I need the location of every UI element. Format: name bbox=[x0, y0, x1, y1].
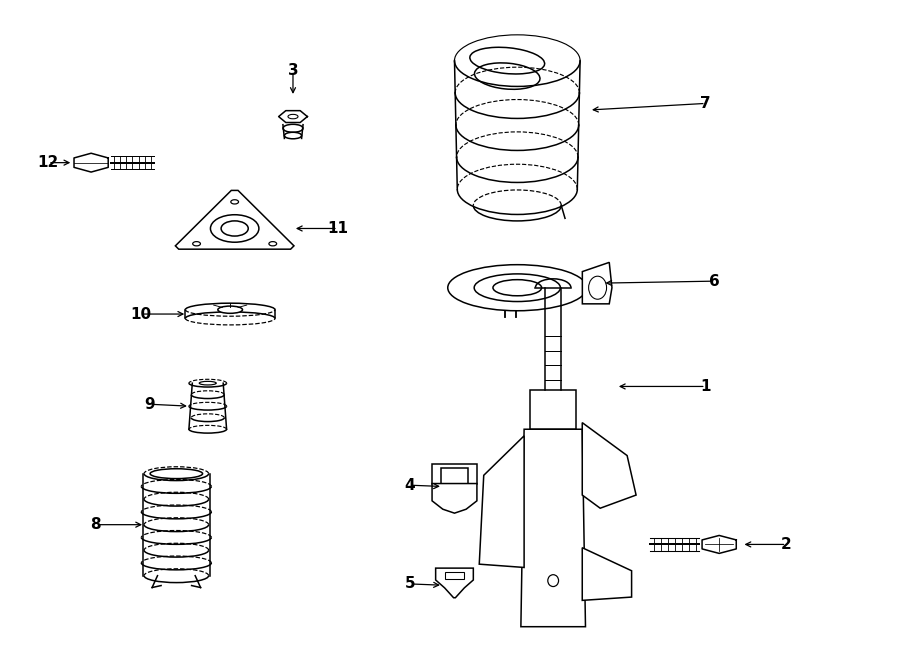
Text: 12: 12 bbox=[38, 155, 58, 170]
Ellipse shape bbox=[193, 242, 201, 246]
Ellipse shape bbox=[221, 221, 248, 236]
Ellipse shape bbox=[283, 124, 303, 132]
Polygon shape bbox=[582, 262, 612, 304]
Ellipse shape bbox=[211, 215, 259, 242]
Text: 3: 3 bbox=[288, 63, 298, 78]
Text: 5: 5 bbox=[404, 576, 415, 592]
Ellipse shape bbox=[548, 574, 559, 586]
Ellipse shape bbox=[218, 306, 242, 313]
Ellipse shape bbox=[474, 274, 561, 301]
Ellipse shape bbox=[448, 264, 587, 311]
Ellipse shape bbox=[230, 200, 238, 204]
Text: 1: 1 bbox=[700, 379, 711, 394]
Polygon shape bbox=[582, 422, 636, 508]
Polygon shape bbox=[176, 190, 294, 249]
Ellipse shape bbox=[199, 381, 216, 385]
Ellipse shape bbox=[269, 242, 276, 246]
Text: 11: 11 bbox=[328, 221, 348, 236]
Polygon shape bbox=[432, 464, 477, 484]
Polygon shape bbox=[479, 436, 524, 567]
Polygon shape bbox=[432, 484, 477, 513]
Ellipse shape bbox=[589, 276, 607, 299]
Text: 7: 7 bbox=[700, 96, 711, 111]
Polygon shape bbox=[582, 548, 632, 600]
Text: 4: 4 bbox=[404, 478, 415, 492]
Polygon shape bbox=[436, 568, 473, 598]
Text: 10: 10 bbox=[130, 307, 151, 321]
Polygon shape bbox=[521, 429, 586, 627]
Ellipse shape bbox=[493, 280, 542, 295]
Ellipse shape bbox=[150, 469, 202, 479]
Text: 9: 9 bbox=[144, 397, 155, 412]
Text: 2: 2 bbox=[781, 537, 792, 552]
Text: 6: 6 bbox=[709, 274, 720, 289]
Ellipse shape bbox=[288, 114, 298, 119]
Ellipse shape bbox=[284, 132, 302, 139]
Polygon shape bbox=[445, 572, 464, 579]
Text: 8: 8 bbox=[90, 517, 101, 532]
FancyBboxPatch shape bbox=[530, 390, 576, 429]
